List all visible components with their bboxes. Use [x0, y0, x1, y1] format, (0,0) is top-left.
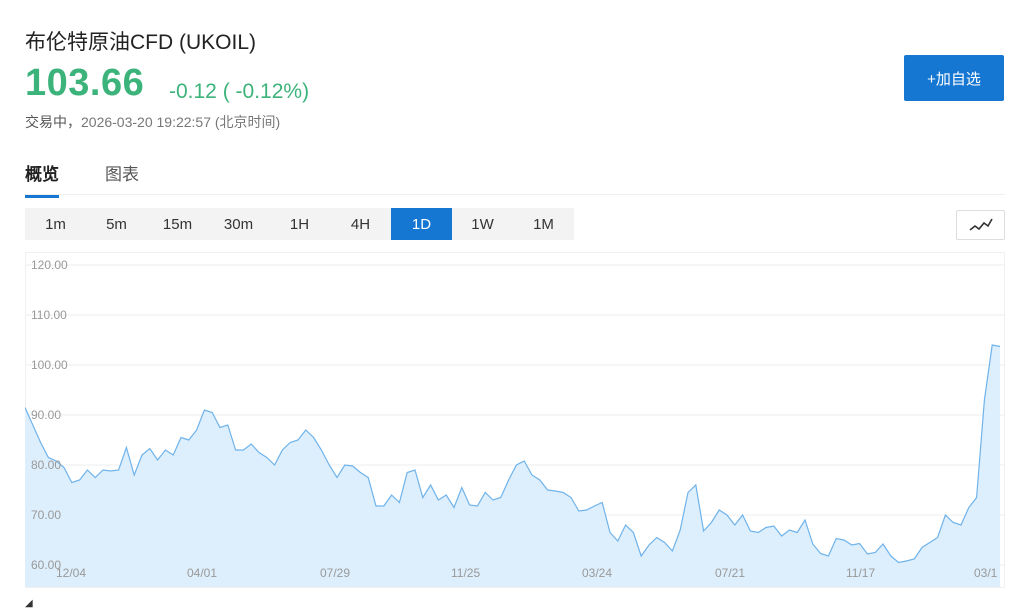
x-tick-label: 11/25 [451, 566, 480, 580]
price-chart-svg: 120.00 110.00 100.00 90.00 80.00 70.00 60.0012… [25, 252, 1005, 588]
y-tick-label: 100.00 [31, 358, 68, 372]
series-line [25, 344, 1001, 564]
status-label: 交易中， [25, 114, 81, 130]
period-1d[interactable]: 1D [391, 208, 452, 240]
y-tick-label: 70.00 [31, 508, 61, 522]
period-1w[interactable]: 1W [471, 215, 494, 233]
scroll-marker: ◢ [25, 598, 33, 609]
period-5m[interactable]: 5m [106, 215, 127, 233]
period-30m[interactable]: 30m [223, 215, 254, 233]
price-chart[interactable]: 120.00 110.00 100.00 90.00 80.00 70.00 60.00 12… [25, 252, 1005, 592]
tab-overview[interactable]: 概览 [25, 160, 59, 198]
last-price: 103.66 [25, 62, 145, 104]
x-tick-label: 12/04 [56, 566, 86, 580]
x-tick-label: 03/1 [974, 566, 998, 580]
add-to-watchlist-button[interactable]: +加自选 [904, 55, 1004, 101]
y-tick-label: 60.00 [31, 558, 61, 572]
trading-status: 交易中，2026-03-20 19:22:57 (北京时间) [25, 112, 280, 132]
y-tick-label: 90.00 [31, 408, 61, 422]
period-1h[interactable]: 1H [289, 215, 310, 233]
timestamp: 2026-03-20 19:22:57 (北京时间) [81, 114, 281, 130]
line-chart-icon [969, 218, 993, 231]
x-tick-label: 11/17 [846, 566, 875, 580]
y-tick-label: 80.00 [31, 458, 61, 472]
x-tick-label: 07/21 [715, 566, 745, 580]
x-tick-label: 04/01 [187, 566, 217, 580]
y-tick-label: 110.00 [31, 308, 67, 322]
period-1m[interactable]: 1m [45, 215, 66, 233]
chart-type-button[interactable] [956, 210, 1005, 240]
x-tick-label: 07/29 [320, 566, 350, 580]
x-tick-label: 03/24 [582, 566, 612, 580]
period-15m[interactable]: 15m [162, 215, 193, 233]
instrument-title: 布伦特原油CFD (UKOIL) [25, 31, 256, 54]
tab-chart[interactable]: 图表 [105, 165, 139, 184]
y-tick-label: 120.00 [31, 258, 68, 272]
period-1mo[interactable]: 1M [533, 215, 554, 233]
series-area [25, 345, 1000, 587]
tab-bar: 概览 图表 [25, 158, 1005, 198]
period-selector: 1m 5m 15m 30m 1H 4H 1D 1W 1M [25, 208, 574, 240]
period-4h[interactable]: 4H [350, 215, 371, 233]
price-change: -0.12 ( -0.12%) [169, 80, 310, 103]
